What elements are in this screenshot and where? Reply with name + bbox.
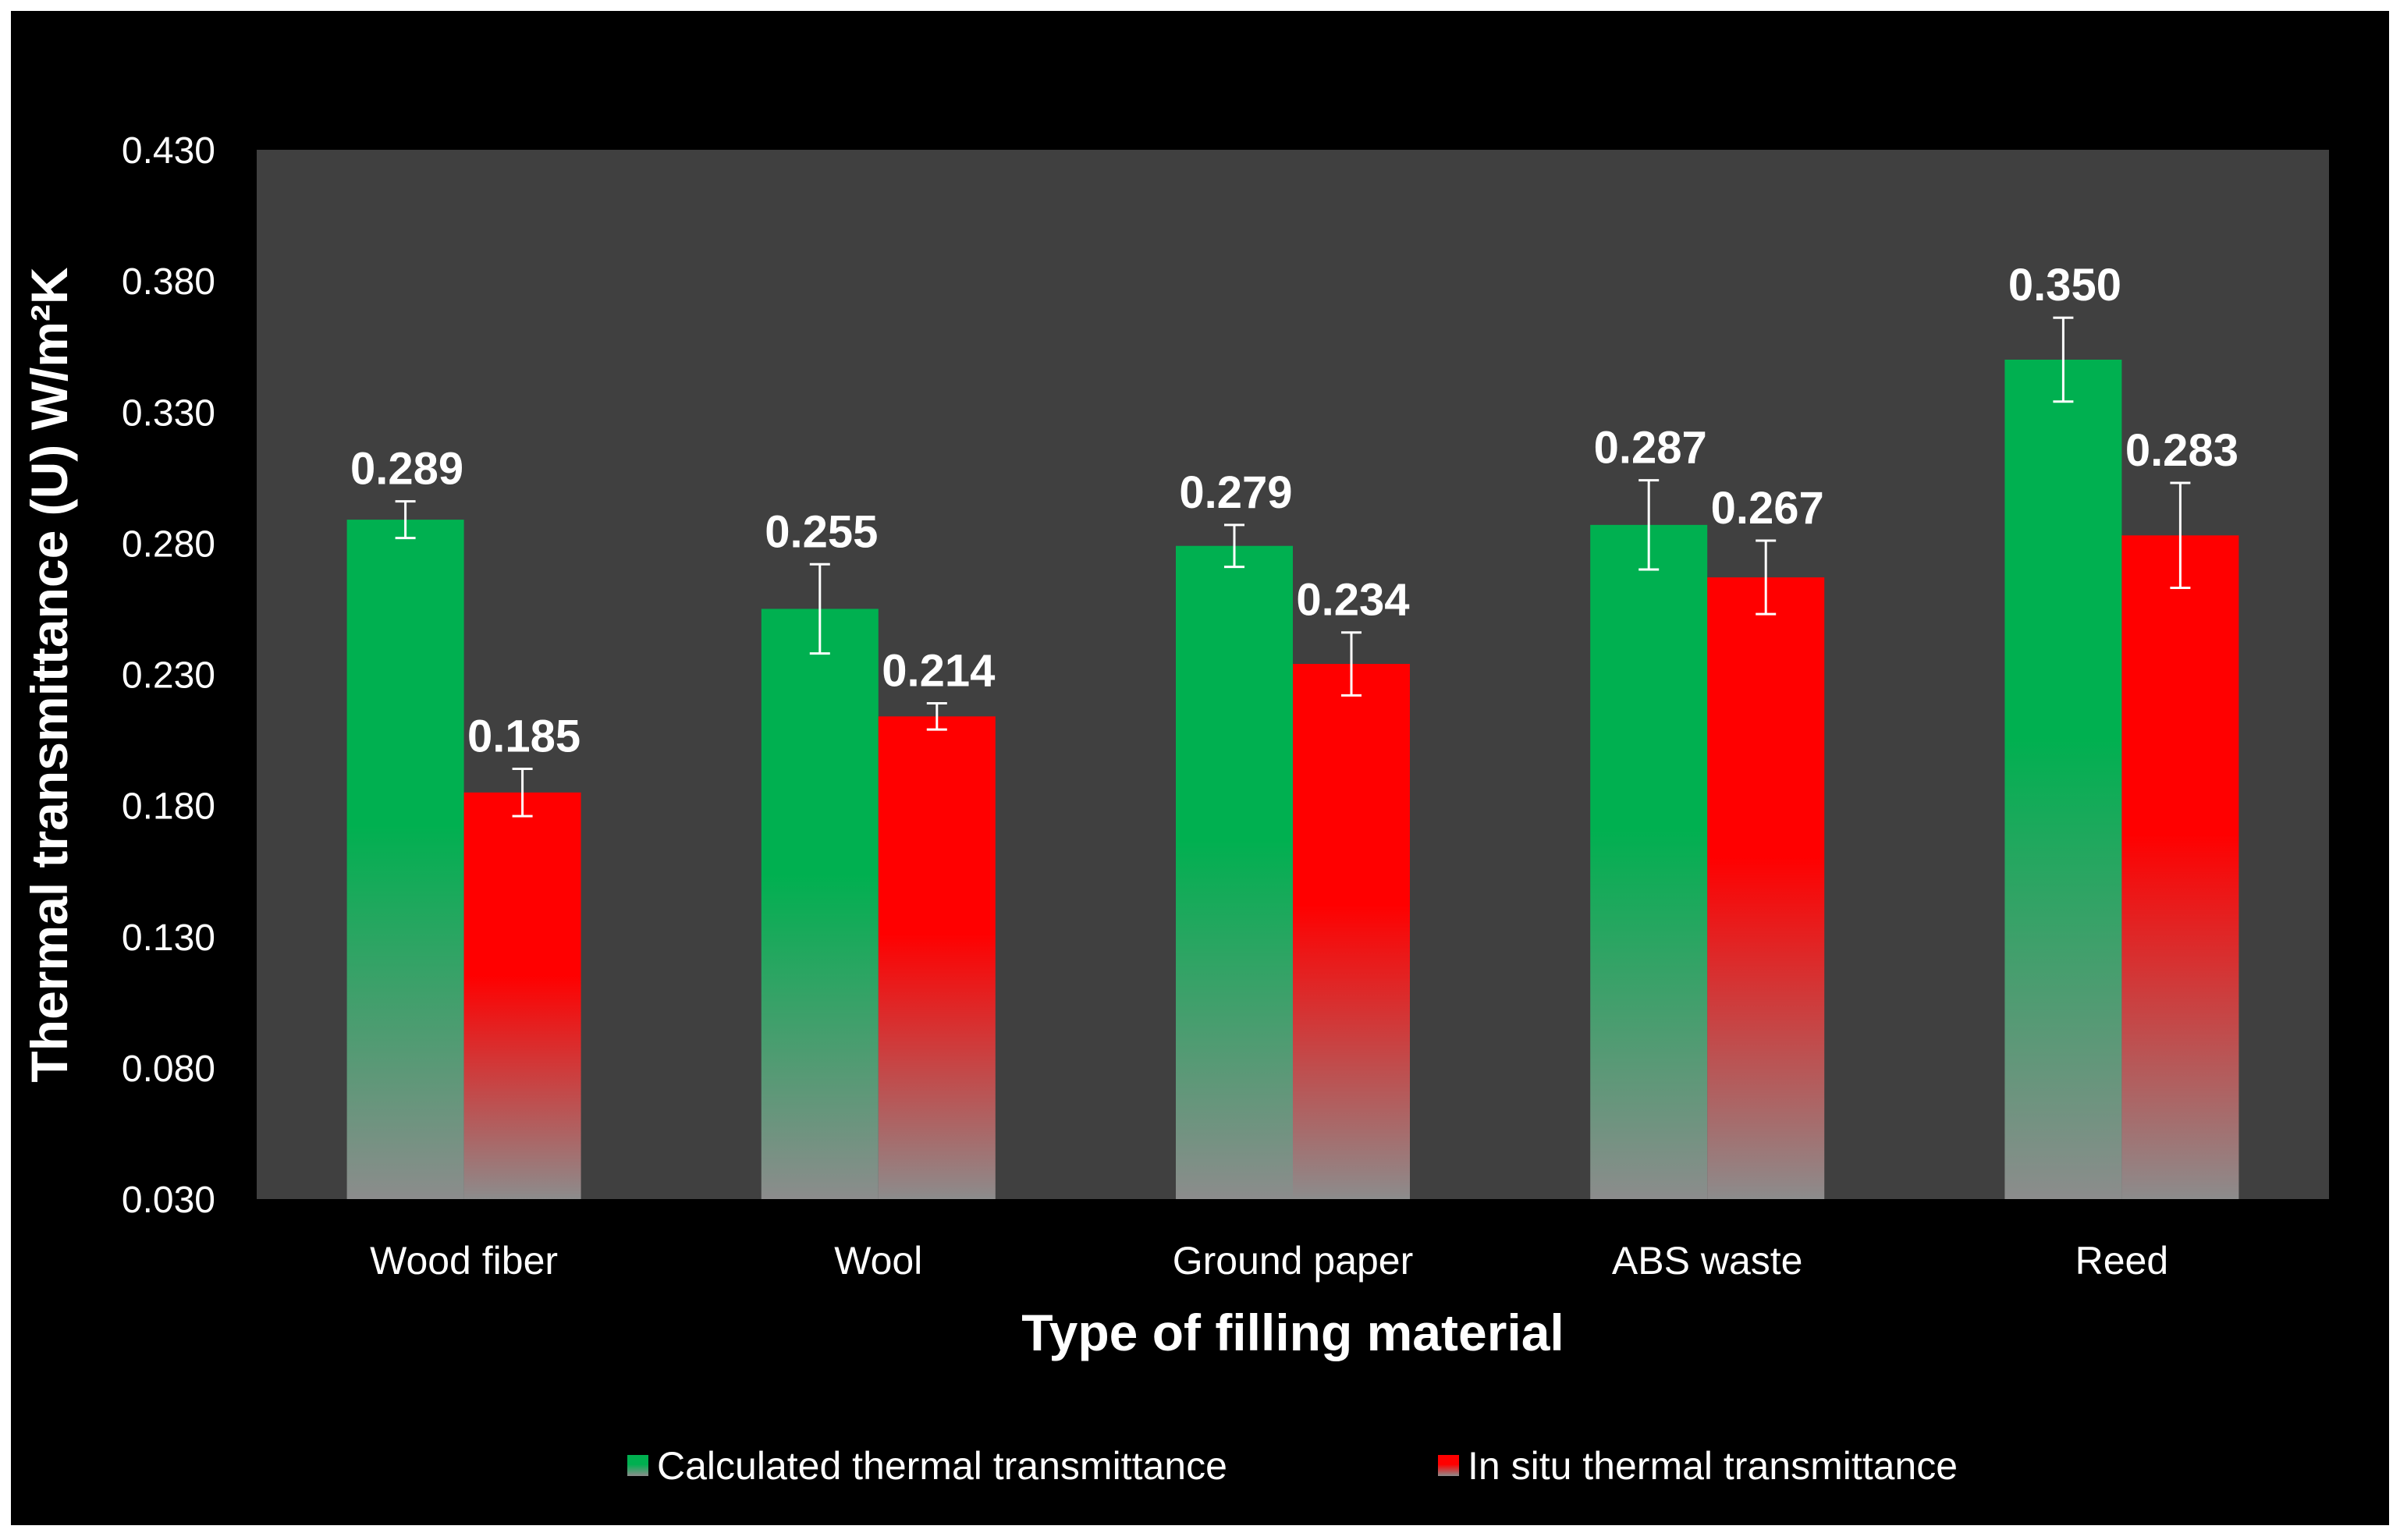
data-label: 0.185 [467,711,580,762]
x-axis-ticks: Wood fiber Wool Ground paper ABS waste Reed [370,1239,2168,1283]
y-tick-label: 0.430 [122,130,215,172]
legend-label: Calculated thermal transmittance [657,1444,1227,1488]
x-tick-label: Reed [2075,1239,2169,1283]
data-label: 0.283 [2125,425,2238,476]
data-label: 0.267 [1711,483,1824,534]
data-label: 0.287 [1594,423,1707,474]
bar [761,609,879,1199]
data-label: 0.350 [2008,260,2121,310]
legend-swatch [1438,1455,1459,1476]
bar [1293,664,1410,1199]
x-axis-title: Type of filling material [1021,1304,1564,1361]
x-tick-label: Wood fiber [370,1239,558,1283]
bar [1707,577,1825,1199]
y-tick-label: 0.230 [122,655,215,697]
x-tick-label: Wool [834,1239,922,1283]
legend: Calculated thermal transmittance In situ … [627,1444,1958,1488]
bar [346,520,464,1199]
data-label: 0.214 [882,645,995,696]
y-tick-label: 0.380 [122,261,215,303]
x-tick-label: Ground paper [1173,1239,1414,1283]
legend-label: In situ thermal transmittance [1468,1444,1958,1488]
bar [463,792,581,1199]
y-axis-ticks: 0.430 0.380 0.330 0.280 0.230 0.180 0.130 0.080… [122,130,215,1221]
bars [346,360,2239,1199]
y-tick-label: 0.180 [122,786,215,828]
bar [878,716,996,1199]
value-labels: 0.289 0.185 0.255 0.214 0.279 0.234 0.2870.267… [350,260,2238,761]
y-tick-label: 0.280 [122,523,215,565]
bar [2004,360,2122,1199]
y-tick-label: 0.080 [122,1049,215,1090]
y-tick-label: 0.030 [122,1180,215,1221]
data-label: 0.279 [1179,467,1292,518]
y-tick-label: 0.330 [122,392,215,434]
data-label: 0.255 [765,506,878,557]
data-label: 0.234 [1296,575,1409,626]
bar [2121,535,2239,1199]
bar [1590,524,1708,1199]
data-label: 0.289 [350,444,463,495]
bar [1176,545,1293,1199]
y-axis-title: Thermal transmittance (U) W/m²K [20,267,78,1082]
legend-swatch [627,1455,648,1476]
x-tick-label: ABS waste [1612,1239,1803,1283]
error-bars [395,316,2191,818]
y-tick-label: 0.130 [122,917,215,959]
